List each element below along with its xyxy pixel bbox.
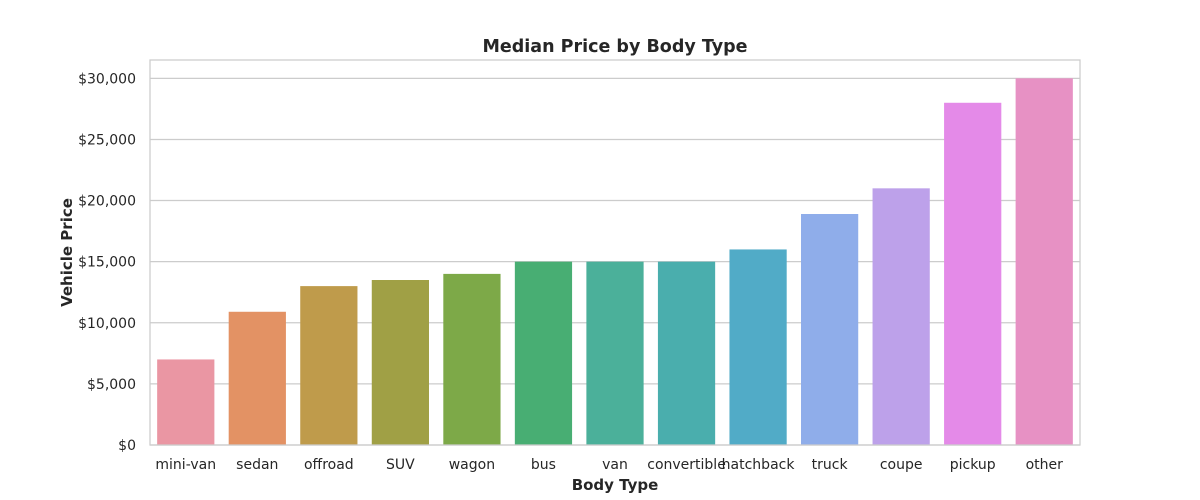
chart-title: Median Price by Body Type [482,37,747,57]
y-axis-label: Vehicle Price [58,198,76,307]
bar-bus [514,261,573,445]
bar-sedan [228,311,286,445]
bar-offroad [300,286,358,445]
y-tick-label: $20,000 [78,194,136,210]
y-tick-label: $30,000 [78,71,136,87]
plot-frame [149,59,1081,446]
x-tick-label: sedan [236,457,278,473]
bar-mini-van [157,359,215,445]
x-tick-label: pickup [950,457,996,473]
x-tick-label: offroad [304,457,354,473]
x-tick-label: mini-van [155,457,216,473]
bar-coupe [872,188,930,446]
y-tick-label: $10,000 [78,316,136,332]
y-tick-label: $25,000 [78,132,136,148]
bar-pickup [944,102,1002,446]
x-tick-label: convertible [647,457,726,473]
x-tick-label: coupe [880,457,923,473]
y-tick-label: $0 [118,438,136,454]
x-axis-label: Body Type [572,476,659,494]
x-tick-label: truck [812,457,849,473]
bar-suv [371,280,429,445]
y-tick-label: $5,000 [87,377,136,393]
x-tick-label: bus [531,457,556,473]
y-tick-label: $15,000 [78,255,136,271]
x-tick-label: wagon [449,457,495,473]
bars [157,78,1073,446]
bar-truck [801,214,859,445]
x-tick-label: other [1026,457,1064,473]
bar-other [1015,78,1073,445]
bar-van [586,261,644,445]
x-tick-labels: mini-van sedan offroad SUV wagon bus van conver… [155,457,1063,473]
x-tick-label: van [602,457,628,473]
bar-convertible [657,261,716,445]
x-tick-label: SUV [386,457,415,473]
x-tick-label: hatchback [722,457,796,473]
bar-wagon [443,273,501,445]
bar-hatchback [729,249,787,445]
y-tick-labels: $0 $5,000 $10,000 $15,000 $20,000 $25,000 $30,… [78,71,136,454]
